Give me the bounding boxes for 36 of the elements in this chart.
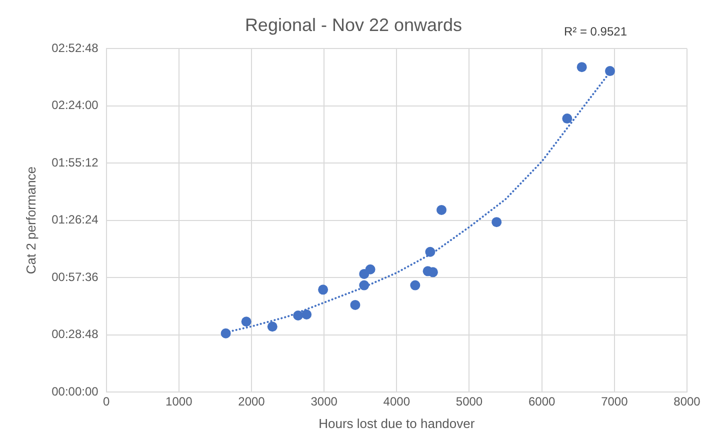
x-tick-label: 7000 bbox=[601, 394, 628, 409]
y-tick-label: 01:55:12 bbox=[52, 155, 99, 170]
point bbox=[359, 280, 370, 290]
point bbox=[293, 310, 304, 320]
text: R² = 0.9521 bbox=[564, 24, 628, 38]
point bbox=[302, 309, 312, 320]
x-tick-label: 4000 bbox=[383, 394, 410, 409]
chart-title: Regional - Nov 22 onwards bbox=[244, 14, 462, 35]
x-axis-title: Hours lost due to handover bbox=[318, 416, 476, 431]
point bbox=[436, 204, 447, 215]
x-tick-label: 0 bbox=[102, 394, 110, 409]
point bbox=[425, 246, 436, 257]
point bbox=[350, 300, 360, 310]
y-tick-label: 02:24:00 bbox=[52, 98, 99, 112]
y-tick-label: 00:57:36 bbox=[52, 270, 99, 284]
y-tick-label: 00:00:00 bbox=[52, 384, 99, 398]
y-tick-label: 01:26:24 bbox=[52, 212, 99, 227]
point bbox=[576, 62, 587, 72]
y-axis-title: Cat 2 performance bbox=[23, 166, 38, 274]
point bbox=[318, 284, 328, 295]
point bbox=[492, 217, 502, 228]
point bbox=[562, 114, 572, 124]
point bbox=[241, 316, 252, 327]
x-tick-label: 8000 bbox=[674, 394, 701, 409]
point bbox=[267, 322, 278, 332]
x-tick-label: 5000 bbox=[456, 394, 483, 409]
x-tick-label: 6000 bbox=[528, 394, 556, 409]
x-tick-label: 3000 bbox=[310, 394, 338, 409]
point bbox=[365, 264, 376, 274]
point bbox=[220, 328, 231, 338]
x-tick-label: 2000 bbox=[238, 394, 266, 409]
point bbox=[410, 280, 420, 290]
y-tick-label: 00:28:48 bbox=[52, 327, 99, 342]
x-tick-label: 1000 bbox=[166, 394, 193, 409]
y-tick-label: 02:52:48 bbox=[52, 40, 99, 55]
point bbox=[604, 66, 615, 76]
